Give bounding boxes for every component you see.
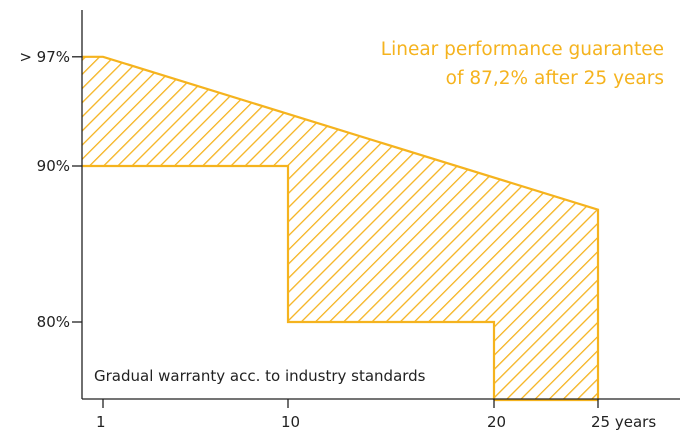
x-tick-label: 1 bbox=[96, 413, 106, 431]
y-tick-label: > 97% bbox=[19, 48, 70, 66]
linear-guarantee-line bbox=[82, 55, 600, 400]
guarantee-callout-line1: Linear performance guarantee bbox=[381, 39, 664, 60]
industry-step-line bbox=[82, 164, 496, 400]
industry-warranty-note: Gradual warranty acc. to industry standa… bbox=[94, 367, 426, 385]
guarantee-callout-line2: of 87,2% after 25 years bbox=[446, 68, 664, 89]
tick-layer: 1 10 20 25 years > 97% 90% 80% bbox=[19, 48, 656, 431]
y-tick-label: 80% bbox=[37, 313, 70, 331]
x-tick-label: 20 bbox=[487, 413, 506, 431]
x-tick-label: 10 bbox=[281, 413, 300, 431]
hatched-guarantee-area bbox=[82, 56, 598, 401]
x-tick-label: 25 years bbox=[591, 413, 656, 431]
guarantee-area-layer bbox=[82, 55, 600, 402]
y-tick-label: 90% bbox=[37, 157, 70, 175]
